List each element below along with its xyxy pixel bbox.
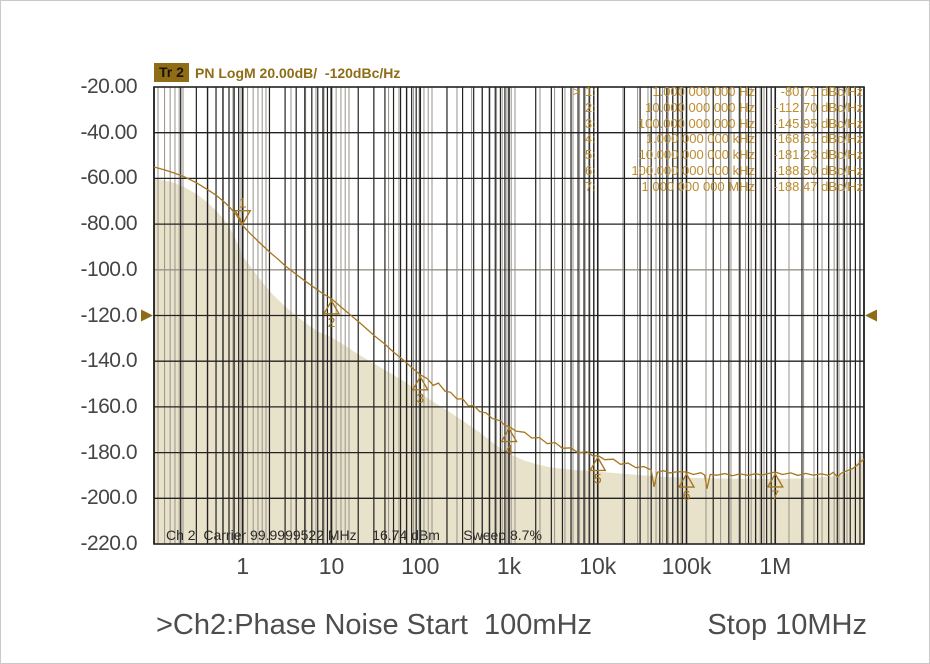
marker-number: 7 <box>771 487 779 503</box>
trace-format-annotation: PN LogM 20.00dB/ -120dBc/Hz <box>195 65 401 81</box>
marker-number: 2 <box>328 314 336 330</box>
marker-number: 1 <box>239 195 247 211</box>
marker-triangle[interactable] <box>589 456 607 472</box>
marker-val: -168.61 dBc/Hz <box>773 131 863 147</box>
x-tick-label: 10 <box>318 553 345 579</box>
x-tick-label: 1M <box>759 553 792 579</box>
y-tick-label: -140.0 <box>80 349 137 373</box>
marker-number: 3 <box>416 390 424 406</box>
marker-table-row[interactable]: 4: 1.000 000 000 kHz -168.61 dBc/Hz <box>573 131 863 147</box>
ref-level-arrow-left <box>141 309 153 322</box>
trace-marker-5[interactable]: 5 <box>589 456 607 486</box>
y-tick-label: -200.0 <box>80 486 137 510</box>
trace-marker-1[interactable]: 1 <box>234 195 252 226</box>
marker-val: -181.23 dBc/Hz <box>773 147 863 163</box>
marker-table-row[interactable]: 6: 100.000 000 000 kHz -188.50 dBc/Hz <box>573 163 863 179</box>
y-tick-label: -160.0 <box>80 394 137 418</box>
marker-number: 4 <box>505 442 513 458</box>
ref-level-arrow-right <box>865 309 877 322</box>
marker-table-row[interactable]: 5: 10.000 000 000 kHz -181.23 dBc/Hz <box>573 147 863 163</box>
marker-table-row[interactable]: 3: 100.000 000 000 Hz -145.95 dBc/Hz <box>573 116 863 132</box>
status-sweep: Sweep 8.7% <box>463 527 542 543</box>
marker-table-row[interactable]: 7: 1.000 000 000 MHz -188.47 dBc/Hz <box>573 179 863 195</box>
stop-frequency-label[interactable]: Stop 10MHz <box>707 609 867 641</box>
marker-table-row[interactable]: >1: 1.000 000 000 Hz -80.71 dBc/Hz <box>573 84 863 100</box>
marker-num: 1: <box>585 84 596 99</box>
marker-num: 6: <box>585 162 596 178</box>
x-tick-label: 10k <box>579 553 617 579</box>
marker-num: 5: <box>585 147 596 163</box>
marker-val: -188.50 dBc/Hz <box>773 162 863 178</box>
marker-sel: > <box>573 84 581 99</box>
marker-freq: 10.000 000 000 Hz <box>645 99 755 115</box>
marker-freq: 1.000 000 000 MHz <box>641 178 755 194</box>
x-tick-label: 100 <box>401 553 440 579</box>
y-tick-label: -220.0 <box>80 532 137 555</box>
channel-status-line: Ch 2 Carrier 99.9999522 MHz 16.74 dBm Sw… <box>166 527 542 543</box>
x-tick-label: 1 <box>236 553 250 579</box>
trace-2-badge[interactable]: Tr 2 <box>154 63 189 82</box>
marker-num: 3: <box>585 115 596 131</box>
marker-freq: 10.000 000 000 kHz <box>638 147 755 163</box>
marker-number: 6 <box>683 487 691 503</box>
marker-triangle[interactable] <box>322 299 341 315</box>
marker-triangle[interactable] <box>234 210 252 226</box>
trace-marker-4[interactable]: 4 <box>500 427 518 458</box>
status-power: 16.74 dBm <box>372 527 440 543</box>
marker-freq: 100.000 000 000 Hz <box>637 115 755 131</box>
trace-marker-6[interactable]: 6 <box>677 472 696 503</box>
channel-title-bar: >Ch2:Phase Noise Start 100mHz Stop 10MHz <box>1 609 929 653</box>
trace-marker-2[interactable]: 2 <box>322 299 341 330</box>
plot-border <box>153 86 865 545</box>
y-tick-label: -60.00 <box>80 166 137 190</box>
marker-val: -112.70 dBc/Hz <box>774 99 863 115</box>
channel-title[interactable]: >Ch2:Phase Noise Start 100mHz <box>156 609 593 641</box>
marker-triangle[interactable] <box>500 427 518 443</box>
marker-table: >1: 1.000 000 000 Hz -80.71 dBc/Hz 2: 10.000… <box>573 84 863 195</box>
y-tick-label: -80.00 <box>80 212 137 236</box>
phase-noise-trace <box>153 166 865 489</box>
status-channel: Ch 2 <box>166 527 196 543</box>
marker-triangle[interactable] <box>766 472 784 488</box>
status-carrier: Carrier 99.9999522 MHz <box>203 527 357 543</box>
x-tick-label: 1k <box>496 553 522 579</box>
marker-triangle[interactable] <box>677 472 696 488</box>
y-tick-label: -40.00 <box>80 120 137 144</box>
y-tick-label: -120.0 <box>80 303 137 327</box>
marker-freq: 1.000 000 000 Hz <box>652 84 755 99</box>
y-tick-label: -20.00 <box>80 75 137 98</box>
y-tick-label: -100.0 <box>80 257 137 281</box>
marker-num: 2: <box>585 99 596 115</box>
marker-number: 5 <box>594 470 602 486</box>
marker-triangle[interactable] <box>411 375 429 391</box>
marker-num: 7: <box>585 178 596 194</box>
y-tick-label: -180.0 <box>80 440 137 464</box>
marker-val: -80.71 dBc/Hz <box>780 84 863 99</box>
marker-val: -145.95 dBc/Hz <box>773 115 863 131</box>
trace-marker-3[interactable]: 3 <box>411 375 429 406</box>
marker-val: -188.47 dBc/Hz <box>773 178 863 194</box>
trace-marker-7[interactable]: 7 <box>766 472 784 503</box>
marker-num: 4: <box>585 131 596 147</box>
marker-freq: 1.000 000 000 kHz <box>645 131 755 147</box>
x-tick-label: 100k <box>661 553 712 579</box>
marker-table-row[interactable]: 2: 10.000 000 000 Hz -112.70 dBc/Hz <box>573 100 863 116</box>
marker-freq: 100.000 000 000 kHz <box>631 162 755 178</box>
